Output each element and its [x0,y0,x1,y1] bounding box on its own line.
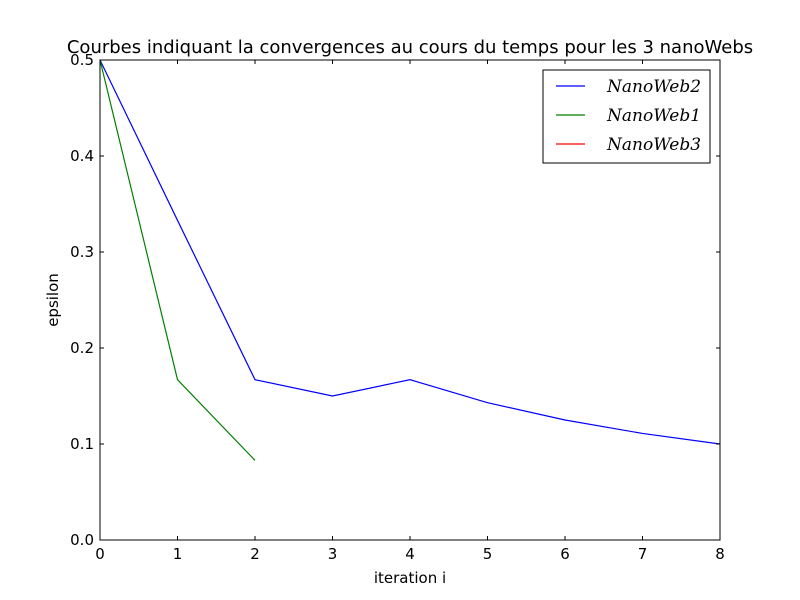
y-tick-label: 0.0 [70,531,94,549]
legend-label-nanoweb1: NanoWeb1 [606,106,701,126]
x-tick-label: 1 [173,545,183,563]
x-tick-label: 7 [638,545,648,563]
x-tick-label: 0 [95,545,105,563]
y-axis-label: epsilon [44,273,62,327]
chart-title: Courbes indiquant la convergences au cou… [67,37,753,58]
x-axis-label: iteration i [374,569,446,587]
y-tick-label: 0.3 [70,243,94,261]
x-tick-label: 3 [328,545,338,563]
x-tick-label: 4 [405,545,415,563]
plot-area: 0 1 2 3 4 5 6 7 8 0.0 0.1 0.2 0.3 0.4 0.5 [70,51,725,563]
x-tick-label: 5 [483,545,493,563]
series-line-nanoweb2 [99,59,721,445]
y-tick-label: 0.1 [70,435,94,453]
y-tick-label: 0.4 [70,147,94,165]
legend-label-nanoweb3: NanoWeb3 [606,135,701,155]
series-line-nanoweb1 [99,59,256,461]
x-tick-label: 2 [250,545,260,563]
x-tick-label: 6 [560,545,570,563]
legend: NanoWeb2 NanoWeb1 NanoWeb3 [542,69,711,164]
y-tick-label: 0.5 [70,51,94,69]
y-tick-label: 0.2 [70,339,94,357]
x-tick-label: 8 [715,545,725,563]
legend-label-nanoweb2: NanoWeb2 [606,77,701,97]
plot-frame [99,59,721,541]
